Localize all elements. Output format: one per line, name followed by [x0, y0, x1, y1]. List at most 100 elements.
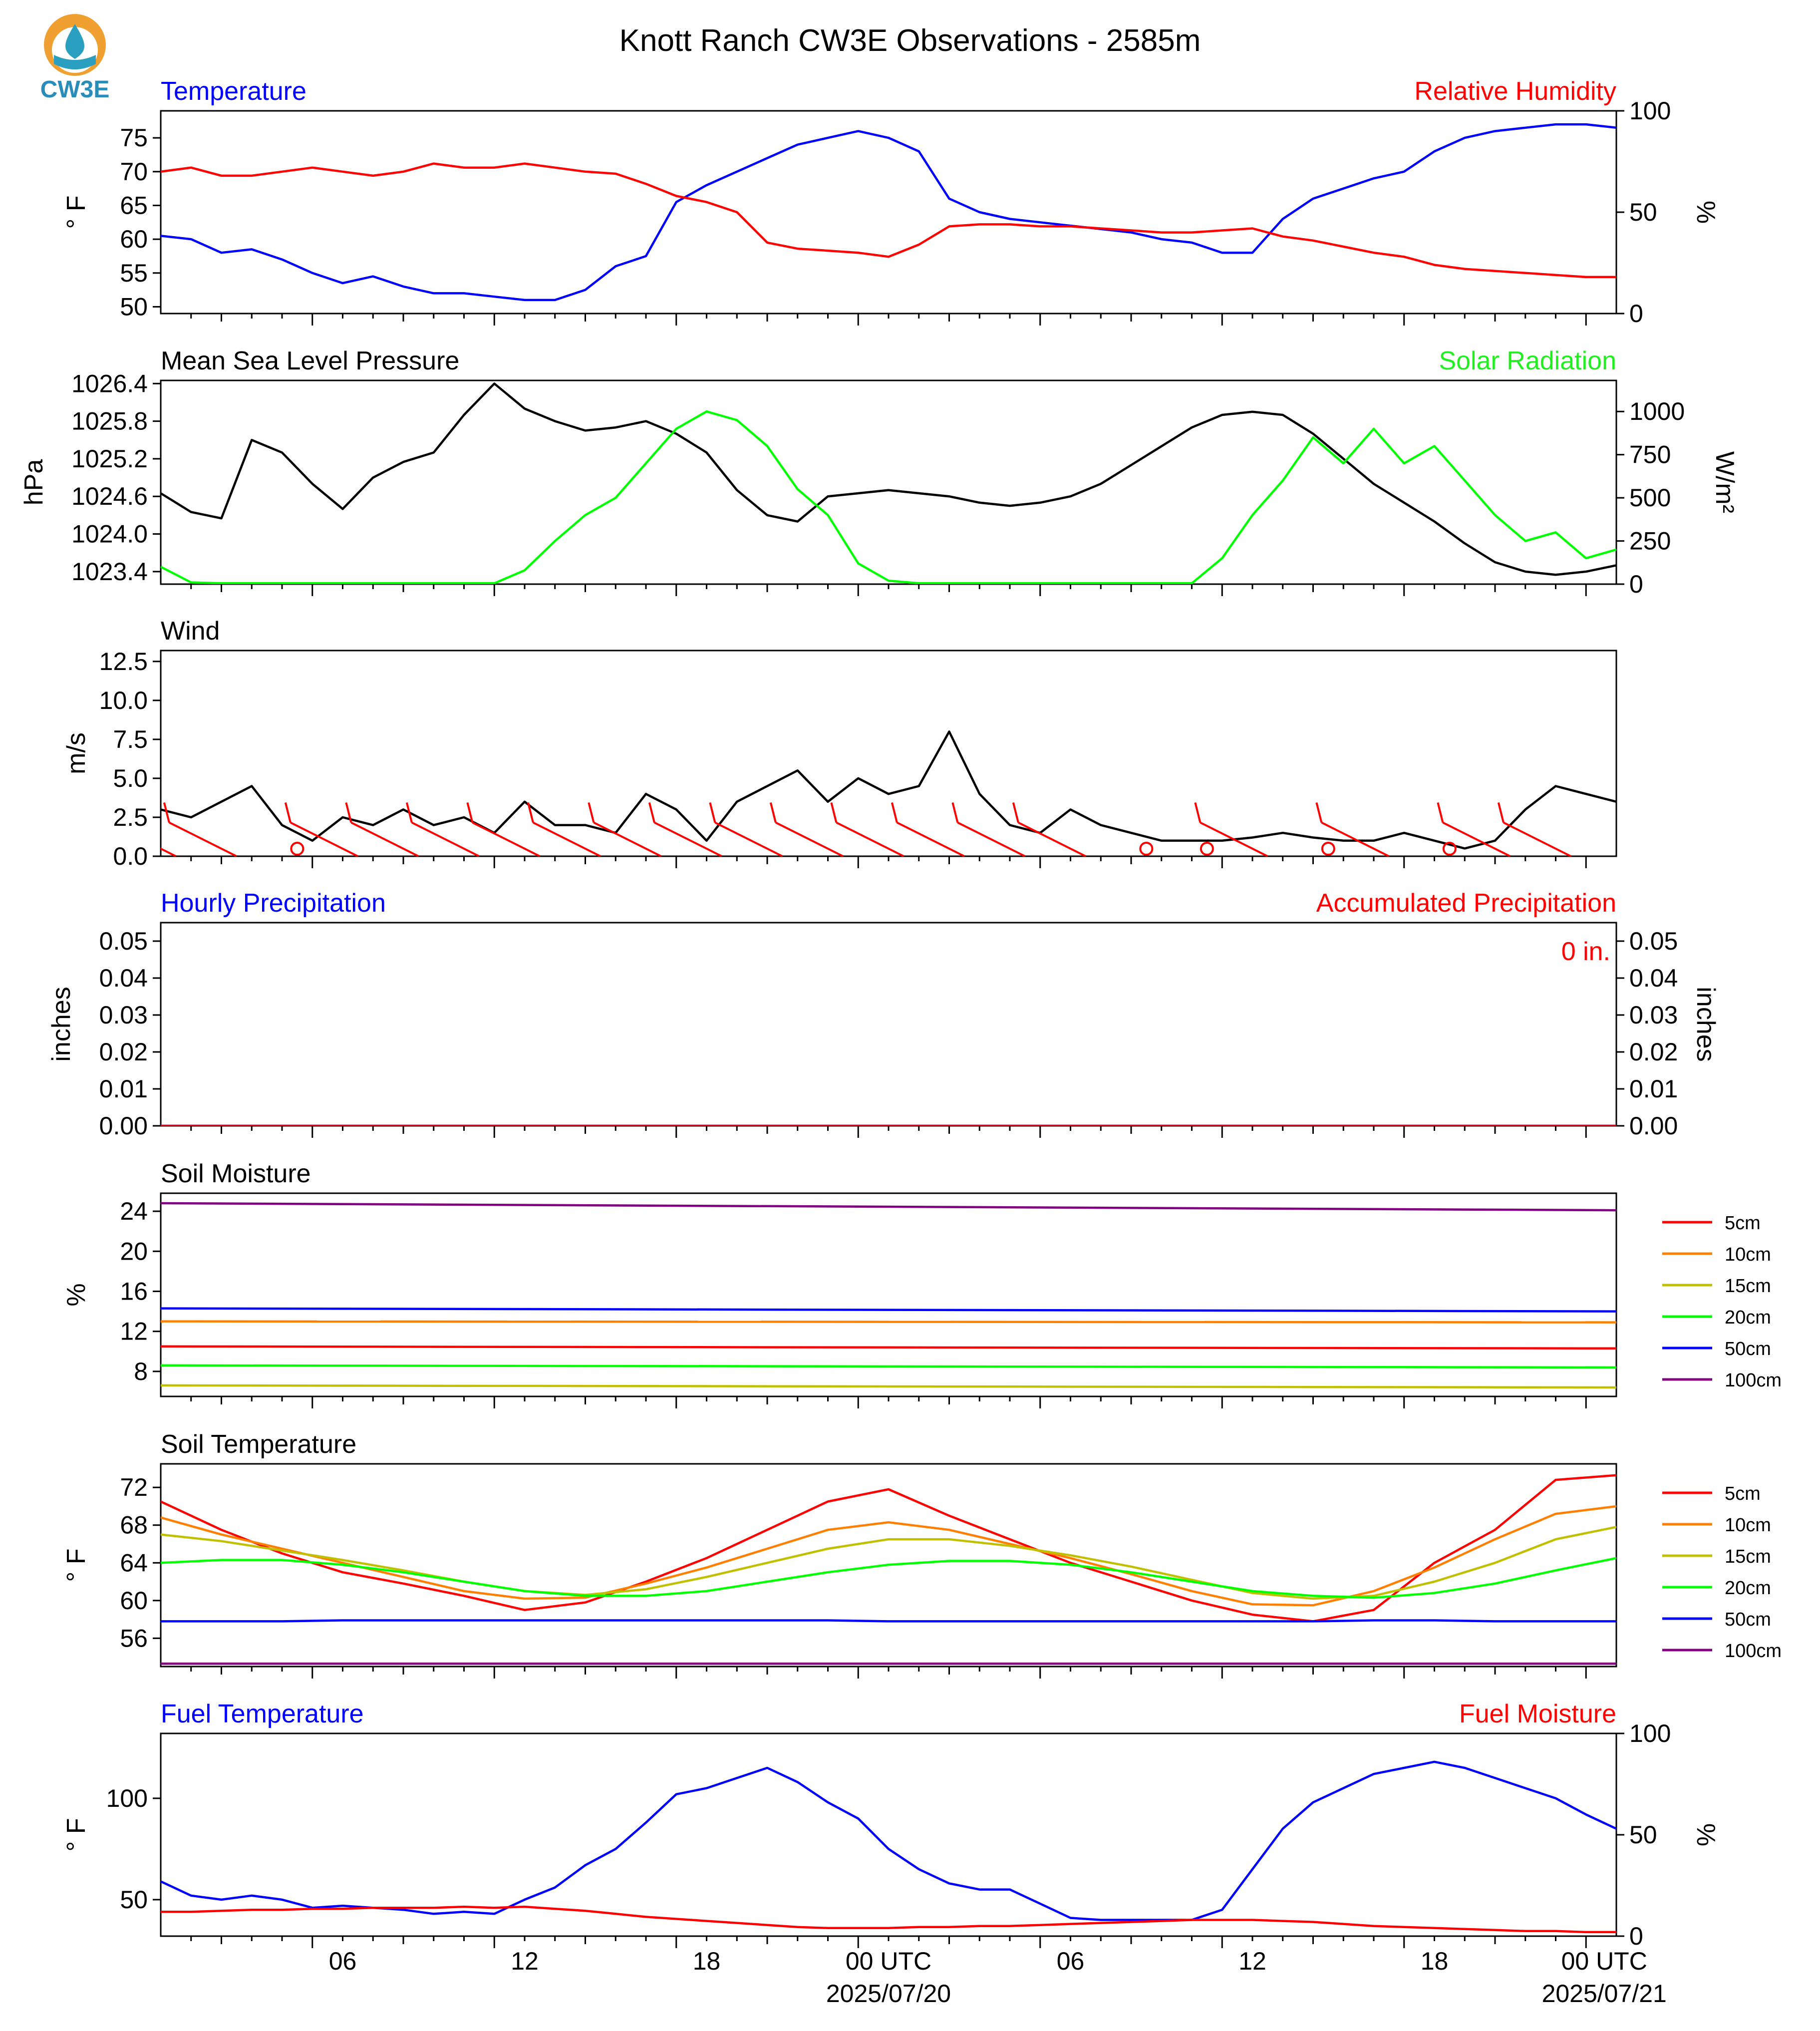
wind-barb-flag [769, 802, 777, 823]
wind-barb-staff [290, 821, 358, 856]
wind-barb-flag [1012, 802, 1019, 823]
y-axis-label: ° F [62, 1548, 91, 1582]
y-tick-label: 50 [120, 293, 148, 321]
y-tick-label: 1025.2 [71, 445, 148, 473]
y-axis-label: hPa [19, 459, 48, 506]
logo-wave-icon [54, 55, 96, 69]
y-right-tick-label: 100 [1629, 1719, 1671, 1747]
y-right-tick-label: 0 [1629, 570, 1643, 598]
legend-label: 20cm [1725, 1578, 1771, 1599]
y-right-tick-label: 0.00 [1629, 1112, 1678, 1140]
y-tick-label: 0.00 [99, 1112, 148, 1140]
wind-barb-flag [405, 802, 413, 823]
panel-title-right: Relative Humidity [1414, 77, 1616, 106]
wind-barb-staff [775, 821, 844, 856]
wind-barb-flag [588, 802, 595, 823]
y-axis-label: % [62, 1283, 91, 1306]
wind-barb-flag [284, 802, 292, 823]
series-line-fuel-temperature [161, 1760, 1616, 1921]
panel-title-left: Temperature [161, 77, 306, 106]
legend-label: 50cm [1725, 1339, 1771, 1359]
wind-barb-flag [648, 802, 655, 823]
y-tick-label: 1024.0 [71, 520, 148, 548]
wind-barb-flag [163, 802, 170, 823]
series-line-100cm [161, 1202, 1616, 1212]
plot-frame [160, 650, 1617, 857]
series-line-15cm [161, 1526, 1616, 1600]
x-tick-label: 06 [329, 1947, 357, 1975]
y-tick-label: 12.5 [99, 648, 148, 676]
y-tick-label: 8 [134, 1357, 148, 1385]
wind-barb-staff [714, 821, 783, 856]
y-tick-label: 64 [120, 1549, 148, 1577]
legend-label: 10cm [1725, 1244, 1771, 1265]
panel-title-right: Fuel Moisture [1459, 1699, 1616, 1728]
x-date-label: 2025/07/20 [826, 1980, 951, 2008]
series-line-15cm [161, 1384, 1616, 1389]
y-right-tick-label: 500 [1629, 484, 1671, 512]
y-tick-label: 56 [120, 1624, 148, 1652]
plot-area [161, 123, 1616, 302]
y-tick-label: 7.5 [113, 725, 148, 753]
y-right-axis-label: % [1691, 1823, 1720, 1846]
plot-area [161, 382, 1616, 584]
y-tick-label: 0.04 [99, 964, 148, 992]
x-date-label: 2025/07/21 [1542, 1980, 1667, 2008]
legend-label: 15cm [1725, 1276, 1771, 1297]
wind-calm-marker [1139, 842, 1154, 856]
wind-barb-staff [350, 821, 419, 856]
panels: Temperature Relative Humidity 50 55 60 65 70 75… [19, 77, 1782, 1950]
wind-barb-staff [653, 821, 722, 856]
y-tick-label: 1023.4 [71, 558, 148, 586]
panel-title-left: Soil Moisture [161, 1159, 311, 1188]
y-right-axis-label: % [1691, 201, 1720, 224]
y-tick-label: 1025.8 [71, 407, 148, 435]
panel-title-left: Soil Temperature [161, 1430, 356, 1459]
y-tick-label: 12 [120, 1318, 148, 1346]
y-tick-label: 72 [120, 1473, 148, 1501]
wind-barb-staff [411, 821, 480, 856]
panel-pressure_solar: Mean Sea Level Pressure Solar Radiation 10… [19, 346, 1739, 598]
y-tick-label: 70 [120, 158, 148, 186]
plot-frame [160, 1732, 1617, 1937]
y-right-axis-label: inches [1691, 987, 1720, 1061]
wind-barb-staff [1503, 821, 1571, 856]
series-line-50cm [161, 1307, 1616, 1313]
y-tick-label: 16 [120, 1277, 148, 1305]
legend-label: 20cm [1725, 1307, 1771, 1328]
panel-title-right: Solar Radiation [1439, 346, 1616, 375]
wind-barb-staff [168, 821, 237, 856]
x-tick-label: 06 [1057, 1947, 1085, 1975]
legend-label: 15cm [1725, 1546, 1771, 1567]
y-right-tick-label: 750 [1629, 441, 1671, 469]
y-tick-label: 75 [120, 124, 148, 152]
series-line-mean-sea-level-pressure [161, 382, 1616, 576]
wind-barb-flag [1315, 802, 1323, 823]
y-right-tick-label: 0 [1629, 1922, 1643, 1950]
wind-barbs [161, 802, 1571, 856]
y-tick-label: 60 [120, 225, 148, 253]
legend-label: 5cm [1725, 1483, 1761, 1504]
y-right-tick-label: 50 [1629, 1821, 1657, 1849]
accumulated-precip-total: 0 in. [1561, 937, 1610, 966]
wind-barb-flag [1437, 802, 1444, 823]
y-right-tick-label: 0 [1629, 300, 1643, 328]
x-axis: 06 12 18 00 UTC 06 12 18 00 UTC 2025/07/20 2025/0… [329, 1947, 1667, 2008]
y-tick-label: 0.03 [99, 1001, 148, 1029]
legend-label: 10cm [1725, 1515, 1771, 1536]
x-tick-label: 12 [1238, 1947, 1266, 1975]
logo-drop-icon [65, 24, 84, 59]
y-tick-label: 5.0 [113, 764, 148, 792]
series-line-temperature [161, 123, 1616, 302]
y-axis-label: m/s [62, 732, 91, 774]
wind-barb-flag [527, 802, 534, 823]
y-right-tick-label: 250 [1629, 527, 1671, 555]
panel-wind: Wind 0.0 2.5 5.0 7.5 10.0 12.5 m/s [62, 617, 1617, 870]
y-tick-label: 0.0 [113, 842, 148, 870]
y-right-axis-label: W/m² [1710, 451, 1739, 513]
wind-barb-staff [161, 847, 177, 856]
series-line-10cm [161, 1320, 1616, 1324]
y-axis-label: ° F [62, 195, 91, 229]
series-line-10cm [161, 1505, 1616, 1607]
